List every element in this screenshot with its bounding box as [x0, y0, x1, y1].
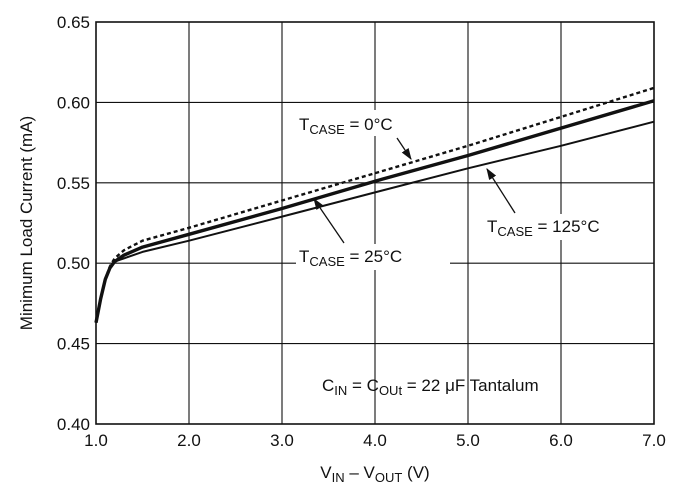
annotation-tcase-0c: TCASE = 0°C [299, 115, 393, 137]
annotation-bg-0c [296, 110, 438, 136]
x-tick-label: 7.0 [642, 431, 666, 450]
x-tick-label: 3.0 [270, 431, 294, 450]
annotation-tcase-25c: TCASE = 25°C [299, 247, 402, 269]
x-tick-label: 6.0 [549, 431, 573, 450]
series-line-thick [94, 99, 655, 324]
arrow-25c [313, 198, 345, 244]
y-tick-label: 0.45 [57, 335, 90, 354]
x-tick-label: 2.0 [177, 431, 201, 450]
y-tick-label: 0.40 [57, 415, 90, 434]
x-tick-label: 4.0 [363, 431, 387, 450]
x-axis-label: VIN – VOUT (V) [320, 463, 429, 485]
tick-labels: 1.0 2.0 3.0 4.0 5.0 6.0 7.0 0.40 0.45 0.50 0.55 0.6… [57, 13, 666, 450]
annotation-bg-25c [296, 244, 450, 270]
x-tick-label: 5.0 [456, 431, 480, 450]
x-tick-label: 1.0 [84, 431, 108, 450]
y-axis-label: Minimum Load Current (mA) [17, 116, 36, 330]
plot-frame [95, 21, 655, 425]
y-tick-label: 0.55 [57, 174, 90, 193]
y-tick-label: 0.60 [57, 93, 90, 112]
y-tick-label: 0.65 [57, 13, 90, 32]
annotation-tcase-125c: TCASE = 125°C [487, 217, 600, 239]
arrow-0c [396, 137, 412, 160]
series-layer [94, 86, 655, 324]
y-tick-label: 0.50 [57, 254, 90, 273]
arrow-125c [486, 168, 516, 214]
annotation-capacitor: CIN = COUt = 22 μF Tantalum [322, 376, 539, 398]
annotation-bg-125c [484, 214, 640, 240]
